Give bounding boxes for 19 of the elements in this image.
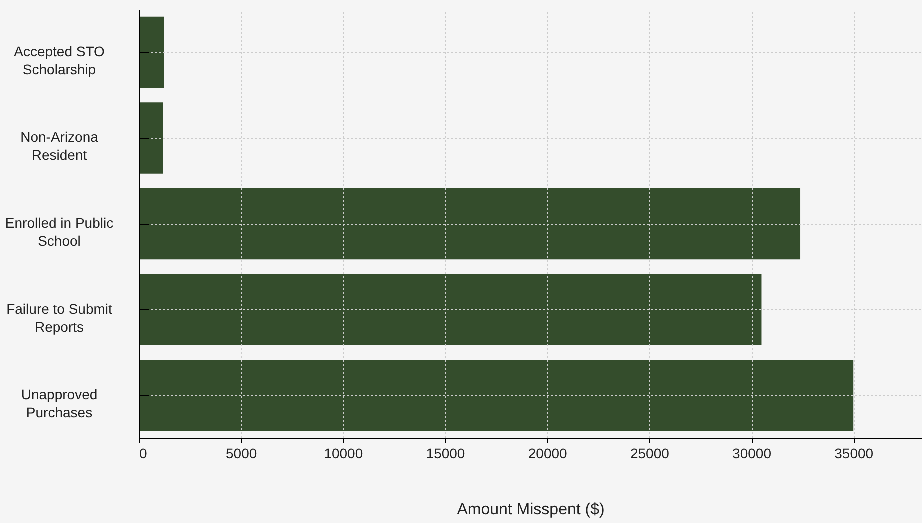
x-tick-label: 5000 xyxy=(226,446,258,462)
bar xyxy=(139,188,801,260)
x-tick-label: 0 xyxy=(140,446,148,462)
x-tick-label: 10000 xyxy=(324,446,364,462)
y-tick-label: Enrolled in Public School xyxy=(5,215,114,249)
y-tick-label: Accepted STO Scholarship xyxy=(14,43,105,78)
x-axis-title: Amount Misspent ($) xyxy=(457,502,605,518)
x-tick-label: 20000 xyxy=(528,446,568,462)
x-tick-label: 25000 xyxy=(630,446,670,462)
x-tick-label: 30000 xyxy=(732,446,772,462)
bar xyxy=(139,360,854,432)
bar xyxy=(139,102,164,174)
y-tick-label: Non-Arizona Resident xyxy=(20,129,99,164)
x-tick-label: 35000 xyxy=(834,446,874,462)
y-tick-label: Failure to Submit Reports xyxy=(6,300,113,335)
x-tick-label: 15000 xyxy=(426,446,466,462)
bar xyxy=(139,274,762,346)
bar xyxy=(139,16,164,88)
y-tick-label: Unapproved Purchases xyxy=(21,386,98,421)
